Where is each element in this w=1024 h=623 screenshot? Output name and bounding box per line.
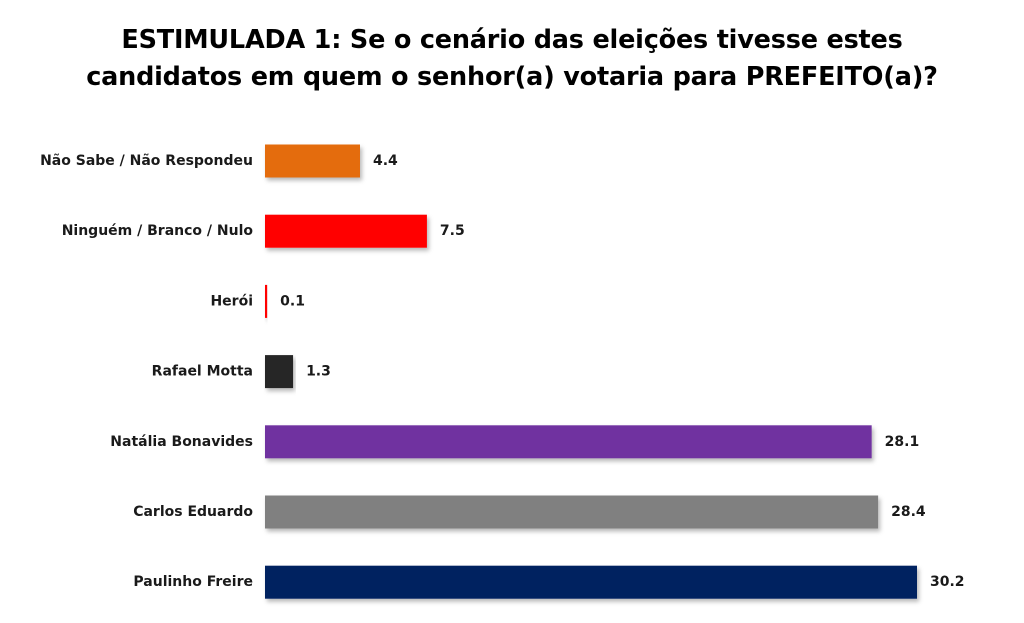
value-label-heroi: 0.1 <box>280 293 305 309</box>
chart-title-line-2: candidatos em quem o senhor(a) votaria p… <box>86 62 938 92</box>
category-label-rafael-motta: Rafael Motta <box>152 364 253 380</box>
bar-natalia-bonavides <box>265 425 872 459</box>
category-label-ninguem-branco-nulo: Ninguém / Branco / Nulo <box>62 223 254 239</box>
bar-paulinho-freire <box>265 565 917 599</box>
category-label-natalia-bonavides: Natália Bonavides <box>110 434 253 450</box>
value-label-rafael-motta: 1.3 <box>306 364 331 380</box>
category-label-paulinho-freire: Paulinho Freire <box>133 574 253 590</box>
value-label-natalia-bonavides: 28.1 <box>885 434 920 450</box>
category-label-heroi: Herói <box>210 293 253 309</box>
value-label-paulinho-freire: 30.2 <box>930 574 965 590</box>
bar-ninguem-branco-nulo <box>265 214 427 248</box>
chart-title: ESTIMULADA 1: Se o cenário das eleições … <box>0 22 1024 96</box>
category-label-nao-sabe-nao-respondeu: Não Sabe / Não Respondeu <box>40 153 253 169</box>
labels-layer: Não Sabe / Não Respondeu 4.4 Ninguém / Bra… <box>40 153 964 590</box>
bar-rafael-motta <box>265 355 294 389</box>
value-label-carlos-eduardo: 28.4 <box>891 504 926 520</box>
bar-nao-sabe-nao-respondeu <box>265 144 360 178</box>
chart-title-line-1: ESTIMULADA 1: Se o cenário das eleições … <box>121 25 903 55</box>
value-label-ninguem-branco-nulo: 7.5 <box>440 223 465 239</box>
bar-carlos-eduardo <box>265 495 879 529</box>
bar-heroi <box>265 284 268 318</box>
bars-layer <box>265 144 917 599</box>
category-label-carlos-eduardo: Carlos Eduardo <box>133 504 253 520</box>
value-label-nao-sabe-nao-respondeu: 4.4 <box>373 153 398 169</box>
